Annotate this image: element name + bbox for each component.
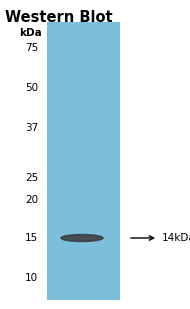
Ellipse shape xyxy=(61,235,103,242)
Text: 20: 20 xyxy=(25,195,38,205)
Text: 14kDa: 14kDa xyxy=(162,233,190,243)
Bar xyxy=(47,22,120,300)
Text: 75: 75 xyxy=(25,43,38,53)
Text: 10: 10 xyxy=(25,273,38,283)
Text: 50: 50 xyxy=(25,83,38,93)
Text: Western Blot: Western Blot xyxy=(5,10,113,25)
Text: 15: 15 xyxy=(25,233,38,243)
Text: 37: 37 xyxy=(25,123,38,133)
Text: 25: 25 xyxy=(25,173,38,183)
Text: kDa: kDa xyxy=(19,28,42,38)
